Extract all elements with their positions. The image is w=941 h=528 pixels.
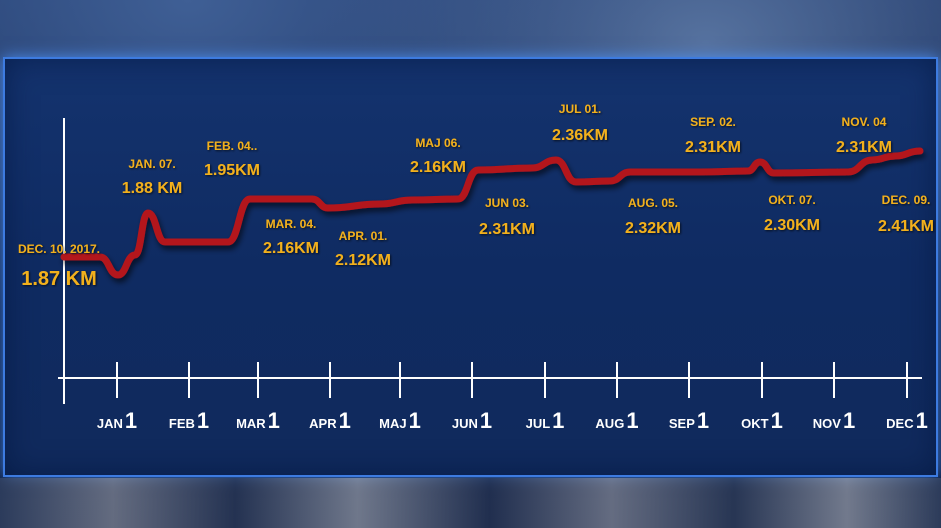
point-value-label: 2.30KM <box>764 217 820 234</box>
point-label: NOV. 04 2.31KM <box>836 115 892 156</box>
point-value-label: 2.31KM <box>836 139 892 156</box>
x-tick-label: MAR1 <box>236 408 280 433</box>
x-tick-label: AUG1 <box>595 408 638 433</box>
point-value-label: 2.32KM <box>625 220 681 237</box>
point-label: AUG. 05. 2.32KM <box>625 196 681 237</box>
x-tick-label: JUL1 <box>526 408 565 433</box>
x-tick-label: JAN1 <box>97 408 137 433</box>
x-tick-label: DEC1 <box>886 408 928 433</box>
point-value-label: 2.12KM <box>335 252 391 269</box>
point-label: APR. 01. 2.12KM <box>335 229 391 269</box>
point-labels: DEC. 10. 2017. 1.87 KM JAN. 07. 1.88 KM FEB.… <box>18 102 934 290</box>
point-date-label: AUG. 05. <box>628 196 678 210</box>
point-date-label: DEC. 10. 2017. <box>18 242 100 256</box>
x-tick-label: FEB1 <box>169 408 209 433</box>
point-date-label: JUN 03. <box>485 196 529 210</box>
point-label: JUL 01. 2.36KM <box>552 102 608 144</box>
point-date-label: APR. 01. <box>339 229 388 243</box>
point-value-label: 2.16KM <box>410 159 466 176</box>
x-tick-label: NOV1 <box>813 408 855 433</box>
chart-panel <box>3 57 938 477</box>
point-date-label: SEP. 02. <box>690 115 736 129</box>
point-date-label: MAJ 06. <box>415 136 460 150</box>
point-date-label: FEB. 04.. <box>207 139 258 153</box>
point-label: MAR. 04. 2.16KM <box>263 217 319 257</box>
point-value-label: 2.36KM <box>552 127 608 144</box>
point-date-label: JUL 01. <box>559 102 601 116</box>
point-label: SEP. 02. 2.31KM <box>685 115 741 156</box>
point-label: JAN. 07. 1.88 KM <box>122 157 182 197</box>
point-value-label: 2.31KM <box>479 221 535 238</box>
point-date-label: OKT. 07. <box>768 193 815 207</box>
point-date-label: NOV. 04 <box>842 115 887 129</box>
point-label: MAJ 06. 2.16KM <box>410 136 466 176</box>
point-label: DEC. 10. 2017. 1.87 KM <box>18 242 100 290</box>
studio-floor <box>0 478 941 528</box>
x-tick-label: JUN1 <box>452 408 492 433</box>
point-date-label: DEC. 09. <box>882 193 931 207</box>
x-tick-label: APR1 <box>309 408 351 433</box>
x-ticks: JAN1 FEB1 MAR1 APR1 MAJ1 JUN1 JUL1 AUG1 SEP1 OKT1… <box>97 362 928 433</box>
point-value-label: 2.31KM <box>685 139 741 156</box>
point-value-label: 1.95KM <box>204 162 260 179</box>
point-label: DEC. 09. 2.41KM <box>878 193 934 235</box>
point-label: OKT. 07. 2.30KM <box>764 193 820 234</box>
point-label: JUN 03. 2.31KM <box>479 196 535 238</box>
x-tick-label: MAJ1 <box>379 408 421 433</box>
series-line <box>60 147 924 279</box>
point-value-label: 1.87 KM <box>21 268 97 290</box>
point-value-label: 1.88 KM <box>122 180 182 197</box>
x-tick-label: SEP1 <box>669 408 709 433</box>
point-date-label: MAR. 04. <box>266 217 317 231</box>
point-value-label: 2.41KM <box>878 218 934 235</box>
x-tick-label: OKT1 <box>741 408 783 433</box>
point-label: FEB. 04.. 1.95KM <box>204 139 260 179</box>
point-date-label: JAN. 07. <box>128 157 175 171</box>
point-value-label: 2.16KM <box>263 240 319 257</box>
